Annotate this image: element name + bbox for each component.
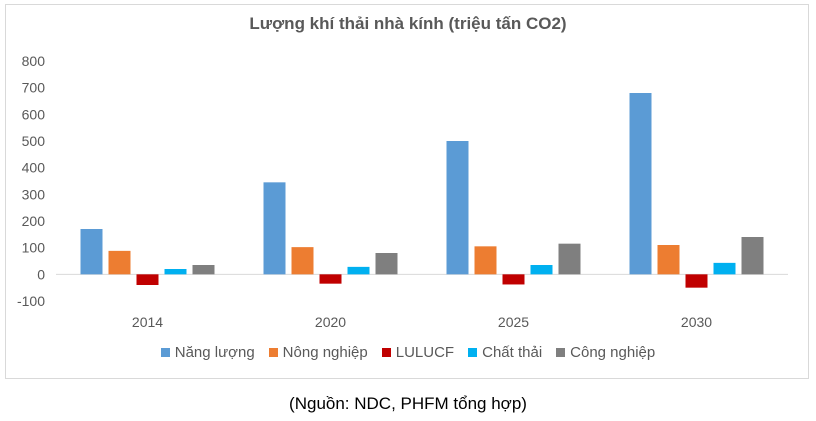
legend-item: LULUCF: [381, 344, 455, 361]
bar: [108, 250, 131, 275]
x-category-label: 2020: [315, 314, 346, 330]
y-tick-label: 200: [22, 213, 46, 229]
y-tick-label: 800: [22, 53, 46, 69]
chart-legend: Năng lượng Nông nghiệp LULUCF Chất thải Công…: [0, 344, 816, 361]
bar: [263, 182, 286, 275]
legend-swatch: [381, 348, 391, 357]
bar: [192, 265, 215, 275]
bar-chart-plot: -100 0 100 200 300 400 500 600 700 800 2014 2020 202…: [17, 53, 788, 330]
legend-item: Nông nghiệp: [268, 344, 368, 361]
source-note: (Nguồn: NDC, PHFM tổng hợp): [289, 394, 527, 413]
x-category-label: 2030: [681, 314, 712, 330]
legend-swatch: [556, 348, 566, 357]
chart-title: Lượng khí thải nhà kính (triệu tấn CO2): [249, 14, 567, 33]
y-tick-label: 500: [22, 133, 46, 149]
bar: [446, 141, 469, 275]
bar: [713, 262, 736, 275]
bar: [319, 274, 342, 284]
y-tick-label: 400: [22, 160, 46, 176]
bar: [629, 93, 652, 275]
y-tick-label: 600: [22, 106, 46, 122]
legend-swatch: [468, 348, 478, 357]
y-tick-label: -100: [17, 293, 45, 309]
legend-label: Năng lượng: [174, 344, 255, 361]
bar: [530, 265, 553, 275]
bar: [685, 274, 708, 288]
legend-label: LULUCF: [395, 344, 455, 361]
chart-frame: [5, 4, 809, 379]
bar: [80, 229, 103, 275]
legend-label: Công nghiệp: [570, 344, 656, 361]
bar: [375, 253, 398, 275]
legend-label: Nông nghiệp: [282, 344, 368, 361]
legend-item: Chất thải: [468, 344, 542, 361]
y-tick-label: 0: [37, 266, 45, 282]
bar: [558, 243, 581, 275]
bar: [164, 269, 187, 275]
bar: [136, 274, 159, 285]
y-tick-label: 100: [22, 240, 46, 256]
bar: [291, 247, 314, 275]
legend-swatch: [268, 348, 278, 357]
y-tick-label: 300: [22, 186, 46, 202]
bar: [741, 237, 764, 275]
x-category-label: 2014: [132, 314, 163, 330]
legend-item: Công nghiệp: [556, 344, 655, 361]
legend-swatch: [160, 348, 170, 357]
bar: [502, 274, 525, 285]
x-category-label: 2025: [498, 314, 529, 330]
bar: [347, 266, 370, 275]
bar: [657, 245, 680, 275]
legend-item: Năng lượng: [160, 344, 255, 361]
legend-label: Chất thải: [482, 344, 543, 361]
y-tick-label: 700: [22, 80, 46, 96]
bar: [474, 246, 497, 275]
